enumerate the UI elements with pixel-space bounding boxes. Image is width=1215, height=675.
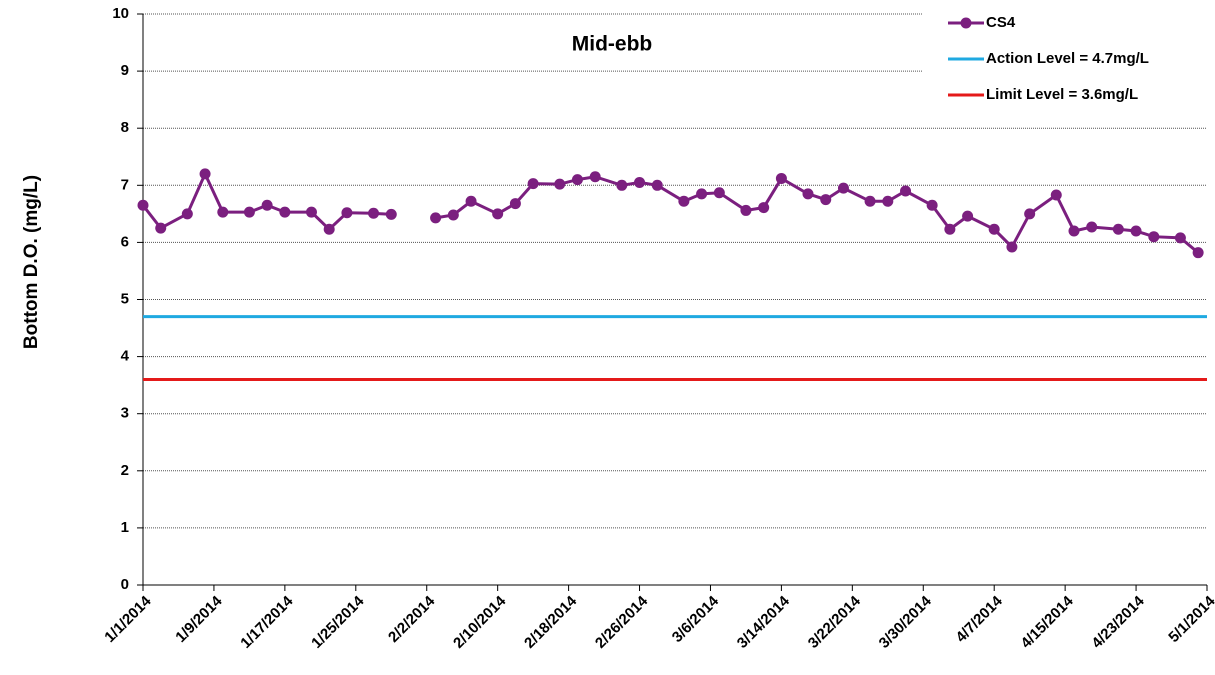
- data-point: [385, 208, 397, 220]
- y-tick-label: 6: [121, 233, 129, 250]
- data-point: [447, 209, 459, 221]
- data-point: [678, 195, 690, 207]
- data-point: [137, 199, 149, 211]
- data-point: [1068, 225, 1080, 237]
- data-point: [509, 198, 521, 210]
- data-point: [713, 187, 725, 199]
- y-axis-label: Bottom D.O. (mg/L): [21, 175, 42, 349]
- data-point: [261, 199, 273, 211]
- data-point: [616, 179, 628, 191]
- data-point: [1086, 221, 1098, 233]
- legend-label: Limit Level = 3.6mg/L: [986, 86, 1138, 103]
- x-tick-label: 3/6/2014: [669, 592, 723, 646]
- data-point: [837, 182, 849, 194]
- x-tick-label: 1/9/2014: [172, 592, 226, 646]
- data-point: [430, 212, 442, 224]
- data-point: [243, 206, 255, 218]
- y-tick-label: 7: [121, 176, 129, 193]
- data-point: [775, 172, 787, 184]
- data-point: [155, 222, 167, 234]
- x-tick-label: 3/30/2014: [876, 592, 936, 652]
- data-point: [634, 176, 646, 188]
- data-point: [323, 223, 335, 235]
- legend-label: CS4: [986, 14, 1016, 31]
- x-tick-label: 1/17/2014: [237, 592, 297, 652]
- data-point: [1174, 232, 1186, 244]
- data-point: [279, 206, 291, 218]
- x-tick-label: 2/10/2014: [450, 592, 510, 652]
- y-tick-label: 1: [121, 519, 129, 536]
- data-point: [199, 168, 211, 180]
- data-point: [1130, 225, 1142, 237]
- data-point: [492, 208, 504, 220]
- y-tick-label: 2: [121, 462, 129, 479]
- data-point: [1024, 208, 1036, 220]
- data-point: [341, 207, 353, 219]
- data-point: [1112, 223, 1124, 235]
- x-tick-label: 2/2/2014: [385, 592, 439, 646]
- x-tick-label: 3/22/2014: [805, 592, 865, 652]
- data-point: [571, 174, 583, 186]
- legend-marker: [960, 17, 972, 29]
- x-tick-label: 1/1/2014: [101, 592, 155, 646]
- data-point: [696, 188, 708, 200]
- data-point: [181, 208, 193, 220]
- data-point: [820, 194, 832, 206]
- data-point: [1192, 247, 1204, 259]
- legend-label: Action Level = 4.7mg/L: [986, 50, 1149, 67]
- data-point: [1050, 189, 1062, 201]
- x-tick-label: 4/7/2014: [953, 592, 1007, 646]
- data-point: [900, 185, 912, 197]
- data-point: [758, 202, 770, 214]
- x-tick-label: 2/26/2014: [592, 592, 652, 652]
- data-point: [589, 171, 601, 183]
- y-tick-label: 9: [121, 62, 129, 79]
- data-point: [882, 195, 894, 207]
- x-tick-label: 2/18/2014: [521, 592, 581, 652]
- data-point: [962, 210, 974, 222]
- data-point: [864, 195, 876, 207]
- y-tick-label: 10: [112, 5, 129, 22]
- legend: CS4 Action Level = 4.7mg/L Limit Level = 3…: [922, 2, 1207, 120]
- data-point: [944, 223, 956, 235]
- x-tick-label: 1/25/2014: [308, 592, 368, 652]
- series-line: [435, 175, 1200, 254]
- data-point: [1006, 241, 1018, 253]
- data-point: [988, 223, 1000, 235]
- x-tick-label: 5/1/2014: [1165, 592, 1215, 646]
- x-tick-label: 4/23/2014: [1088, 592, 1148, 652]
- data-point: [217, 206, 229, 218]
- x-tick-label: 4/15/2014: [1018, 592, 1078, 652]
- data-point: [740, 204, 752, 216]
- y-tick-label: 0: [121, 576, 129, 593]
- data-point: [368, 207, 380, 219]
- data-point: [1148, 231, 1160, 243]
- data-point: [305, 206, 317, 218]
- data-point: [527, 178, 539, 190]
- x-tick-label: 3/14/2014: [734, 592, 794, 652]
- y-tick-label: 4: [121, 348, 130, 365]
- y-tick-label: 8: [121, 119, 129, 136]
- data-point: [465, 195, 477, 207]
- chart-title: Mid-ebb: [572, 33, 652, 56]
- y-tick-label: 5: [121, 290, 129, 307]
- data-point: [554, 178, 566, 190]
- data-point: [651, 179, 663, 191]
- data-point: [802, 188, 814, 200]
- y-tick-label: 3: [121, 405, 129, 422]
- data-point: [926, 199, 938, 211]
